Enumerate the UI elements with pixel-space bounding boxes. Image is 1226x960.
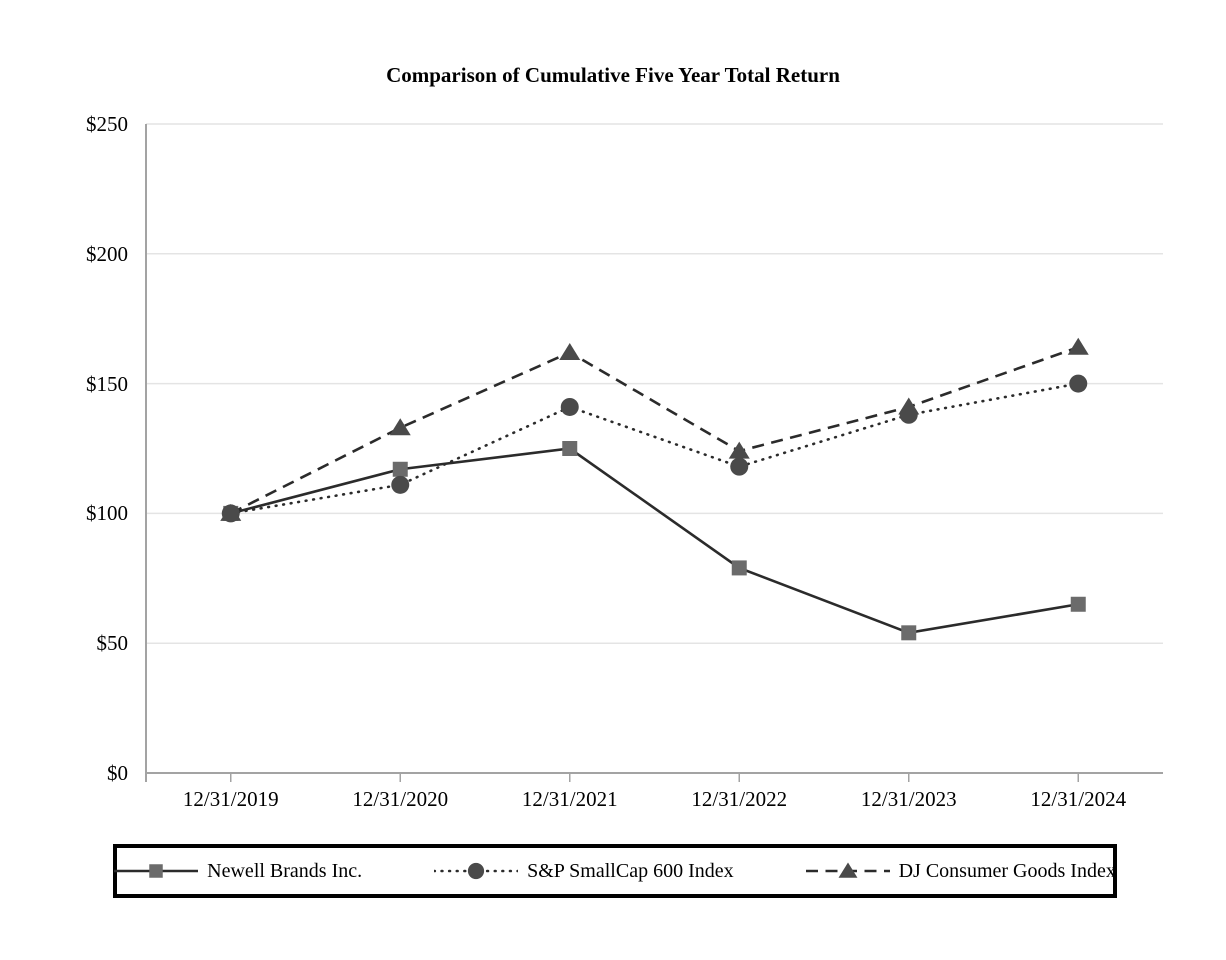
- circle-marker-icon: [434, 862, 519, 880]
- legend-item-sp-smallcap: S&P SmallCap 600 Index: [434, 859, 734, 883]
- chart-title: Comparison of Cumulative Five Year Total…: [386, 63, 840, 87]
- legend: Newell Brands Inc. S&P SmallCap 600 Inde…: [113, 844, 1117, 898]
- legend-item-newell: Newell Brands Inc.: [114, 860, 362, 883]
- x-tick-label: 12/31/2020: [352, 787, 449, 811]
- legend-label: Newell Brands Inc.: [207, 859, 363, 882]
- y-tick-label: $100: [86, 501, 128, 526]
- x-tick-label: 12/31/2023: [860, 787, 957, 811]
- x-tick-label: 12/31/2022: [691, 787, 788, 811]
- legend-label: S&P SmallCap 600 Index: [527, 859, 734, 882]
- y-tick-label: $200: [86, 241, 128, 266]
- legend-label: DJ Consumer Goods Index: [898, 859, 1116, 882]
- triangle-marker-icon: [805, 862, 890, 878]
- y-tick-label: $0: [107, 761, 128, 785]
- x-tick-label: 12/31/2021: [521, 787, 618, 811]
- x-tick-label: 12/31/2019: [182, 787, 279, 811]
- square-marker-icon: [114, 864, 199, 878]
- y-tick-label: $50: [96, 631, 129, 656]
- y-tick-label: $250: [86, 112, 128, 136]
- y-tick-label: $150: [86, 371, 128, 396]
- legend-item-dj-consumer: DJ Consumer Goods Index: [805, 859, 1116, 883]
- x-tick-label: 12/31/2024: [1030, 787, 1127, 811]
